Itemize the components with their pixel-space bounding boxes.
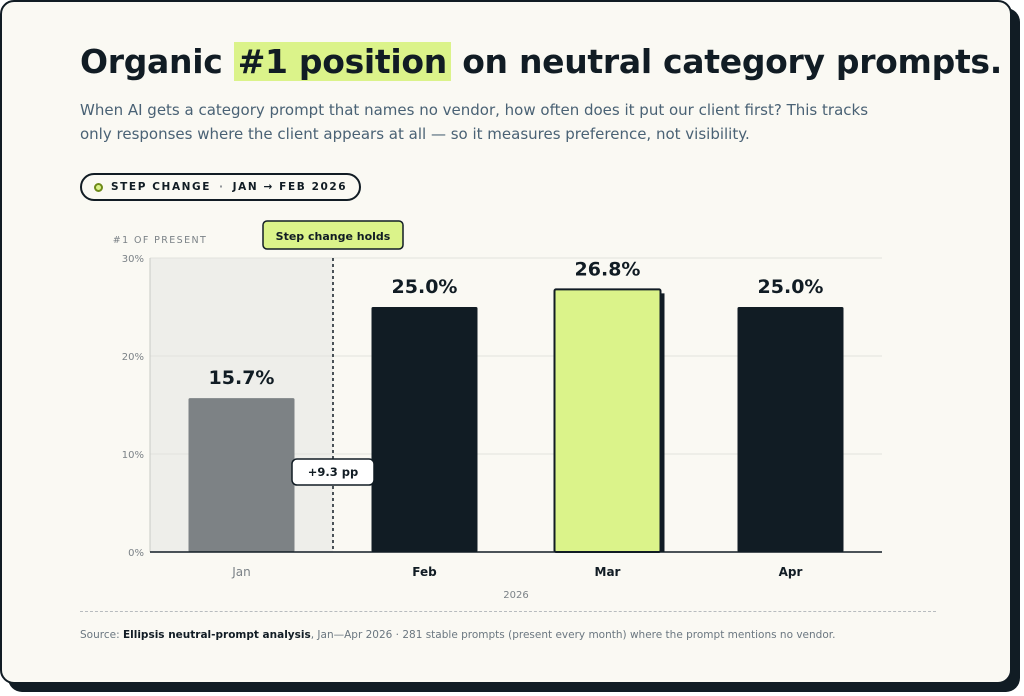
status-dot-icon: [94, 182, 103, 192]
chart-card: Organic #1 position on neutral category …: [0, 0, 1012, 684]
source-note: Source: Ellipsis neutral-prompt analysis…: [80, 629, 835, 641]
source-prefix: Source:: [80, 629, 123, 641]
badge-label: STEP CHANGE: [111, 181, 212, 193]
bar: [371, 307, 478, 552]
delta-pill-box: [291, 458, 375, 486]
bar-chart: 0% 10% 20% 30% #1 OF PRESENT 15.7% Jan 25.0% Feb…: [80, 216, 900, 606]
title-suffix: on neutral category prompts.: [451, 42, 1003, 81]
title-prefix: Organic: [80, 42, 234, 81]
step-callout-label: Step change holds: [276, 230, 391, 243]
bar-value-label: 15.7%: [209, 367, 275, 389]
step-callout-box: [262, 220, 404, 250]
bar-value-label: 25.0%: [758, 276, 824, 298]
y-tick-label: 10%: [122, 450, 144, 461]
x-tick-label: Apr: [779, 565, 803, 579]
footer-divider: [80, 611, 936, 612]
y-axis-label: #1 OF PRESENT: [113, 235, 207, 246]
bar: [188, 398, 295, 552]
source-org: Ellipsis neutral-prompt analysis: [122, 629, 311, 641]
delta-pill-label: +9.3 pp: [308, 465, 358, 479]
chart-svg: 0% 10% 20% 30% #1 OF PRESENT 15.7% Jan 25.0% Feb…: [113, 220, 882, 601]
y-tick-label: 20%: [122, 352, 144, 363]
x-tick-label: Mar: [595, 565, 621, 579]
x-tick-label: Feb: [412, 565, 437, 579]
y-tick-label: 30%: [122, 254, 144, 265]
x-axis-label: 2026: [503, 590, 528, 601]
source-details: , Jan—Apr 2026 · 281 stable prompts (pre…: [310, 629, 836, 641]
x-tick-label: Jan: [231, 565, 251, 579]
bar-value-label: 26.8%: [575, 258, 641, 280]
badge-separator: ·: [219, 181, 225, 193]
page-subtitle: When AI gets a category prompt that name…: [80, 101, 869, 143]
page-title: Organic #1 position on neutral category …: [80, 42, 1002, 81]
bar-value-label: 25.0%: [392, 276, 458, 298]
bar: [553, 288, 662, 554]
title-highlight: #1 position: [233, 42, 451, 81]
badge-range: JAN → FEB 2026: [232, 181, 348, 193]
bar: [737, 307, 844, 552]
y-tick-label: 0%: [128, 548, 144, 559]
step-change-badge: STEP CHANGE · JAN → FEB 2026: [80, 173, 362, 201]
